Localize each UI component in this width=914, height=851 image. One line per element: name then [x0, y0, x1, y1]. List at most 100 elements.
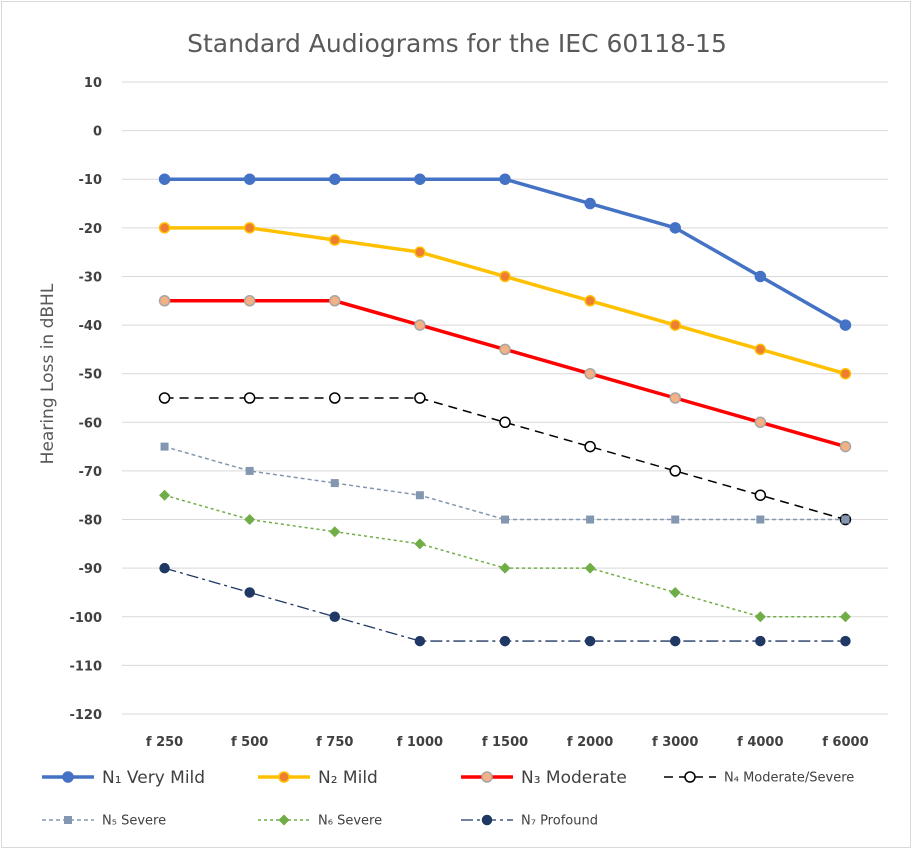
data-point: [414, 635, 426, 647]
data-point: [754, 489, 767, 501]
legend-entry: N₇ Profound: [461, 814, 598, 829]
data-point: [329, 526, 341, 538]
legend: N₁ Very Mild N₂ Mild N₃ Moderate N₄ Moderat…: [42, 768, 854, 829]
x-tick-label: f 1500: [482, 735, 528, 750]
legend-label: N₄ Moderate/Severe: [724, 771, 854, 786]
data-point: [584, 562, 596, 574]
data-point: [501, 515, 509, 524]
y-tick-label: -80: [79, 514, 103, 529]
x-tick-labels: f 250 f 500 f 750 f 1000 f 1500 f 2000 f 3000 f…: [146, 735, 869, 750]
legend-label: N₁ Very Mild: [102, 768, 205, 788]
data-point: [329, 295, 341, 307]
data-point: [586, 515, 595, 524]
legend-marker: [684, 771, 696, 783]
data-point: [158, 295, 171, 307]
y-tick-label: -30: [79, 270, 103, 285]
data-point: [414, 538, 426, 550]
data-point: [669, 465, 681, 477]
data-point: [584, 635, 596, 647]
data-point: [839, 319, 852, 331]
series-4: [158, 392, 852, 526]
data-point: [414, 173, 426, 185]
legend-label: N₇ Profound: [521, 814, 598, 829]
legend-marker: [62, 771, 74, 783]
data-point: [669, 392, 681, 404]
x-tick-label: f 4000: [737, 735, 783, 750]
data-point: [839, 367, 852, 380]
data-point: [754, 270, 767, 283]
y-axis-label: Hearing Loss in dBHL: [38, 283, 58, 464]
series-line: [164, 177, 847, 327]
legend-label: N₃ Moderate: [521, 768, 627, 788]
legend-entry: N₂ Mild: [258, 768, 378, 788]
data-point: [754, 611, 766, 623]
data-point: [499, 270, 511, 283]
x-tick-label: f 2000: [567, 735, 613, 750]
series-3: [158, 295, 852, 453]
data-point: [669, 319, 681, 331]
y-tick-label: 10: [84, 76, 102, 91]
legend-marker: [278, 771, 290, 783]
data-point: [329, 234, 341, 246]
data-point: [243, 222, 256, 234]
series-line: [164, 445, 846, 521]
y-tick-label: -40: [79, 319, 103, 334]
legend-entry: N₅ Severe: [42, 814, 166, 829]
data-point: [159, 562, 170, 574]
y-tick-label: -20: [79, 222, 103, 237]
series-2: [158, 222, 852, 380]
series-lines: [158, 173, 852, 647]
y-tick-label: -90: [79, 562, 103, 577]
data-point: [245, 466, 254, 475]
legend-marker: [64, 816, 72, 824]
data-point: [244, 514, 256, 526]
x-tick-label: f 750: [316, 735, 353, 750]
data-point: [160, 442, 169, 451]
data-point: [756, 515, 765, 524]
data-point: [499, 173, 511, 185]
data-point: [244, 587, 255, 598]
data-point: [158, 222, 171, 234]
legend-entry: N₄ Moderate/Severe: [664, 771, 854, 786]
data-point: [755, 635, 766, 647]
y-tick-label: -70: [79, 465, 103, 480]
x-tick-label: f 3000: [652, 735, 698, 750]
legend-entry: N₃ Moderate: [461, 768, 627, 788]
x-tick-label: f 250: [146, 735, 183, 750]
legend-label: N₆ Severe: [318, 814, 382, 829]
data-point: [499, 416, 511, 429]
series-1: [158, 173, 852, 331]
data-point: [243, 173, 256, 185]
data-point: [158, 392, 171, 404]
series-line: [164, 567, 846, 642]
data-point: [243, 295, 256, 307]
data-point: [584, 197, 596, 210]
data-point: [584, 367, 596, 380]
data-point: [754, 343, 767, 356]
series-7: [159, 562, 851, 647]
legend-entry: N₆ Severe: [258, 814, 382, 829]
legend-marker: [278, 814, 290, 826]
legend-entry: N₁ Very Mild: [42, 768, 205, 788]
y-tick-label: 0: [93, 125, 102, 140]
series-6: [159, 489, 851, 623]
data-point: [840, 635, 851, 647]
data-point: [330, 479, 339, 488]
data-point: [329, 392, 341, 404]
data-point: [158, 173, 171, 185]
data-point: [669, 586, 681, 598]
data-point: [414, 246, 426, 258]
data-point: [243, 392, 256, 404]
data-point: [671, 515, 680, 524]
data-point: [839, 611, 851, 623]
legend-marker: [481, 771, 493, 783]
y-tick-labels: 10 0 -10 -20 -30 -40 -50 -60 -70 -80 -90 -100 -110 -1…: [69, 76, 102, 723]
data-point: [414, 392, 426, 404]
y-tick-label: -50: [79, 368, 103, 383]
data-point: [669, 635, 681, 647]
data-point: [499, 635, 511, 647]
y-tick-label: -60: [79, 416, 103, 431]
data-point: [499, 562, 511, 574]
x-tick-label: f 6000: [822, 735, 868, 750]
